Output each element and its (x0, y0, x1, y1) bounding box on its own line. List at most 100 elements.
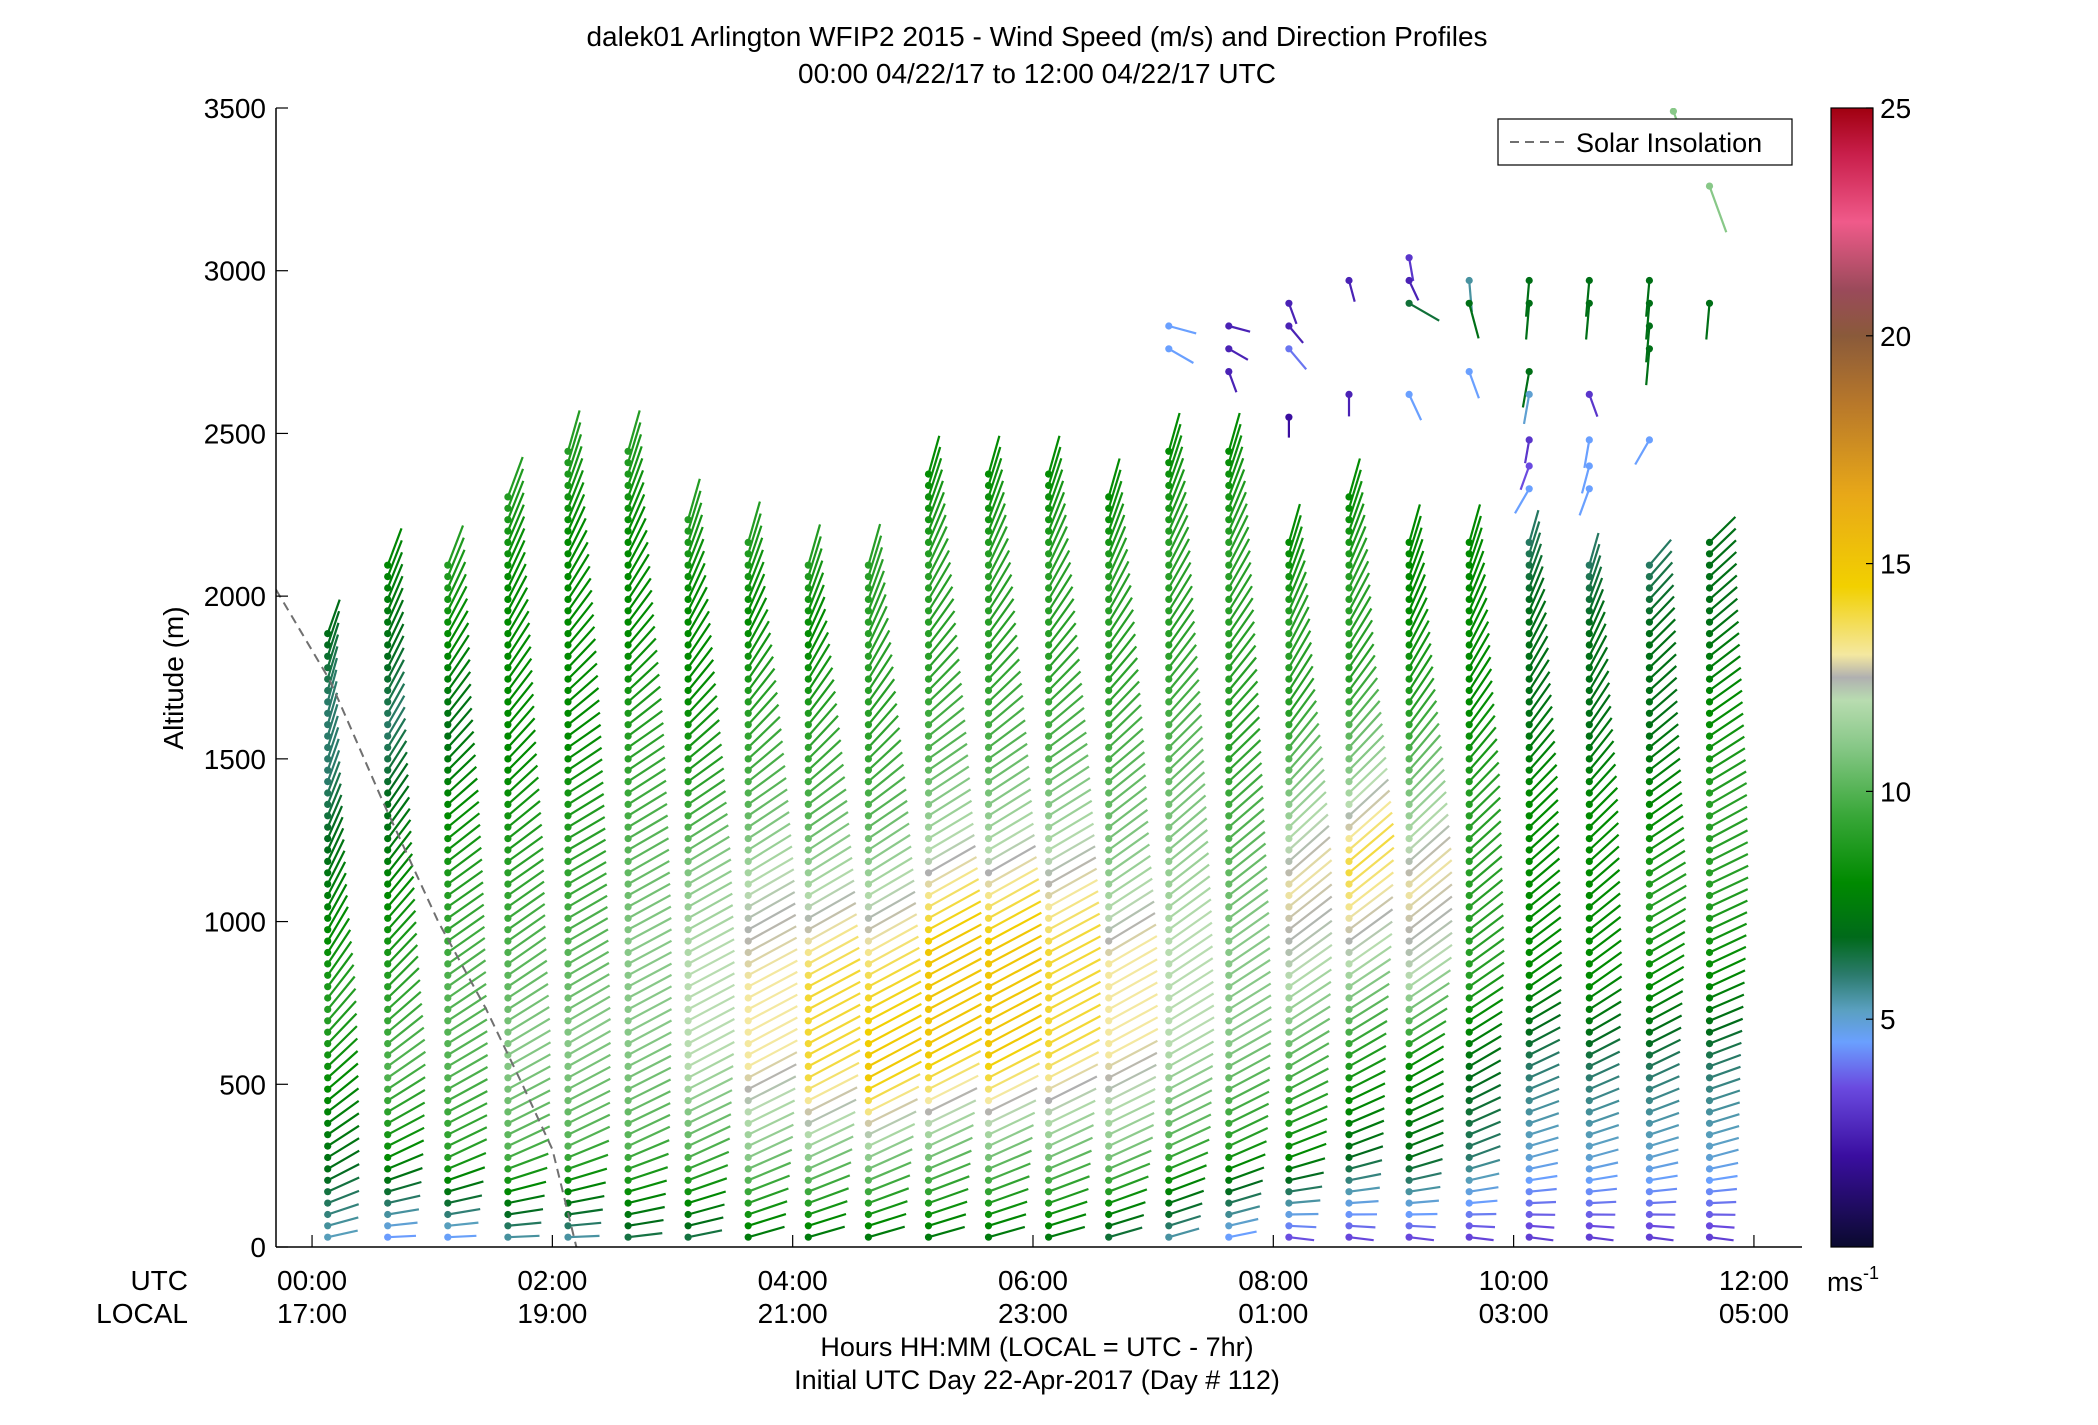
wind-barb-stem (507, 869, 545, 897)
wind-barb-stem (927, 503, 946, 543)
wind-barb-dot (1525, 1062, 1533, 1070)
wind-barb-dot (1645, 835, 1653, 843)
wind-barb-dot (1285, 1062, 1293, 1070)
wind-barb-stem (747, 667, 776, 703)
wind-barb-dot (984, 1108, 993, 1116)
wind-barb-dot (984, 1153, 993, 1162)
wind-barb-stem (1288, 1067, 1329, 1091)
wind-barb-stem (1048, 856, 1097, 886)
wind-barb-stem (747, 620, 770, 657)
legend-box[interactable]: Solar Insolation (1497, 118, 1793, 166)
wind-barb-stem (1168, 852, 1210, 885)
wind-barb-stem (326, 772, 342, 805)
wind-barb-dot (1105, 1188, 1113, 1196)
wind-barb-dot (804, 698, 812, 706)
wind-barb-dot (1165, 1210, 1173, 1219)
wind-barb-dot (1525, 948, 1533, 957)
wind-barb-dot (384, 607, 392, 615)
wind-barb-stem (567, 687, 600, 715)
wind-barb-dot (744, 1119, 752, 1127)
wind-barb-stem (1108, 969, 1158, 999)
wind-barb-dot (1165, 778, 1173, 786)
wind-barb-stem (807, 868, 854, 897)
wind-barb-dot (984, 1040, 993, 1048)
wind-barb-stem (506, 468, 525, 509)
wind-barb-stem (1347, 525, 1367, 566)
wind-barb-dot (1405, 573, 1413, 581)
wind-barb-stem (987, 1014, 1043, 1045)
wind-barb-dot (1465, 1005, 1473, 1014)
wind-barb-stem (867, 799, 908, 829)
wind-barb-dot (1105, 709, 1113, 717)
wind-barb-stem (326, 975, 356, 1011)
wind-barb-stem (1348, 896, 1394, 931)
wind-barb-stem (1468, 1096, 1502, 1113)
wind-barb-stem (687, 1113, 732, 1136)
wind-barb-dot (384, 721, 392, 729)
wind-barb-dot (504, 1051, 512, 1059)
wind-barb-dot (744, 812, 752, 820)
wind-barb-dot (1105, 1017, 1113, 1025)
wind-barb-dot (1225, 743, 1233, 752)
wind-barb-dot (624, 1222, 632, 1230)
wind-barb-dot (624, 766, 632, 774)
wind-barb-stem (807, 1049, 861, 1079)
wind-barb-dot (1345, 869, 1353, 877)
wind-barb-dot (1645, 1051, 1653, 1059)
wind-barb-dot (864, 1131, 873, 1139)
wind-barb-dot (1045, 869, 1053, 877)
wind-barb-stem (1167, 457, 1185, 498)
wind-barb-stem (1648, 965, 1685, 988)
wind-barb-stem (447, 1006, 488, 1034)
wind-barb-dot (1525, 1222, 1533, 1230)
wind-barb-dot (324, 1119, 332, 1127)
wind-barb-dot (1165, 994, 1173, 1002)
wind-barb-stem (687, 622, 712, 657)
wind-barb-stem (687, 671, 716, 703)
wind-barb-dot (924, 1085, 933, 1093)
wind-barb-stem (1709, 1029, 1743, 1045)
wind-barb-stem (507, 764, 539, 794)
wind-barb-stem (1168, 783, 1206, 817)
wind-barb-stem (867, 879, 915, 908)
wind-barb-stem (1648, 1063, 1680, 1079)
wind-barb-stem (1408, 757, 1444, 794)
wind-barb-stem (627, 779, 667, 806)
wind-barb-stem (1107, 492, 1124, 532)
wind-barb-stem (687, 659, 715, 692)
wind-barb-dot (1105, 698, 1113, 706)
wind-barb-stem (1167, 503, 1188, 543)
wind-barb-stem (1588, 682, 1611, 714)
wind-barb-dot (1345, 641, 1353, 649)
wind-barb-stem (446, 598, 469, 635)
wind-barb-stem (1648, 1075, 1680, 1091)
wind-barb-stem (1048, 834, 1095, 863)
wind-barb-dot (864, 618, 873, 626)
wind-barb-dot (504, 675, 512, 683)
wind-barb-stem (627, 756, 666, 783)
wind-barb-dot (1585, 732, 1593, 740)
wind-barb-dot (1345, 675, 1353, 683)
wind-barb-dot (1165, 1017, 1173, 1025)
wind-barb-dot (1345, 1210, 1353, 1219)
wind-barb-dot (1225, 1210, 1233, 1219)
wind-barb-dot (444, 1005, 452, 1014)
wind-barb-stem (807, 524, 822, 566)
wind-barb-stem (987, 598, 1015, 635)
wind-barb-stem (1168, 714, 1203, 749)
wind-barb-dot (864, 675, 873, 683)
wind-barb-dot (684, 641, 692, 649)
wind-barb-stem (326, 816, 344, 851)
wind-barb-stem (1048, 1099, 1096, 1125)
wind-barb-dot (1105, 664, 1113, 672)
wind-barb-dot (744, 538, 752, 547)
wind-barb-dot (744, 584, 752, 592)
wind-barb-dot (984, 960, 993, 968)
wind-barb-dot (324, 1131, 332, 1139)
wind-barb-stem (1048, 901, 1100, 931)
wind-barb-stem (327, 1216, 359, 1227)
wind-barb-dot (1045, 1199, 1053, 1207)
wind-barb-dot (924, 538, 933, 547)
wind-barb-dot (1645, 641, 1653, 649)
wind-barb-stem (627, 685, 661, 715)
